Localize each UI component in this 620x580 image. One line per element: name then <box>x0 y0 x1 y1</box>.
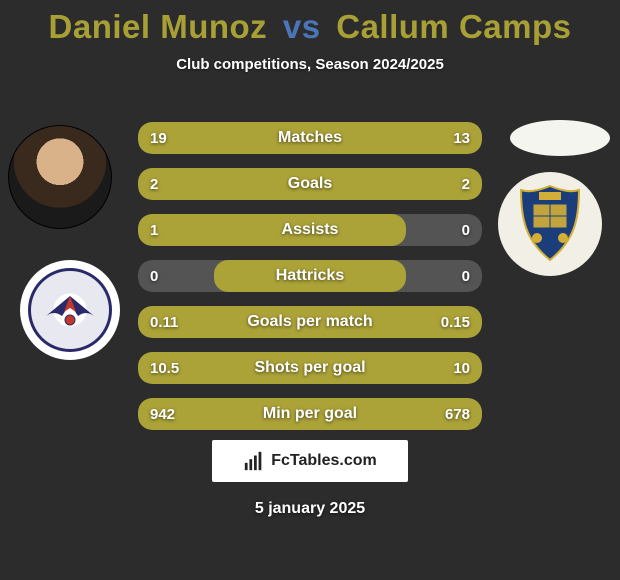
player2-club-badge <box>498 172 602 276</box>
player1-club-badge <box>20 260 120 360</box>
footer-date: 5 january 2025 <box>0 500 620 518</box>
stat-row: 942678Min per goal <box>138 398 482 430</box>
brand-badge: FcTables.com <box>212 440 408 482</box>
stat-row: 10.510Shots per goal <box>138 352 482 384</box>
stat-label: Shots per goal <box>138 352 482 384</box>
stat-label: Assists <box>138 214 482 246</box>
stat-row: 0.110.15Goals per match <box>138 306 482 338</box>
comparison-title: Daniel Munoz vs Callum Camps <box>0 0 620 46</box>
stat-label: Goals per match <box>138 306 482 338</box>
player1-club-badge-inner <box>28 268 112 352</box>
player2-avatar <box>510 120 610 156</box>
subtitle: Club competitions, Season 2024/2025 <box>0 56 620 73</box>
player1-avatar <box>8 125 112 229</box>
vs-separator: vs <box>283 8 321 45</box>
crest-icon <box>515 184 585 264</box>
stat-row: 1913Matches <box>138 122 482 154</box>
stat-label: Matches <box>138 122 482 154</box>
stat-label: Hattricks <box>138 260 482 292</box>
chart-icon <box>243 450 265 472</box>
player2-name: Callum Camps <box>336 8 571 45</box>
stat-row: 22Goals <box>138 168 482 200</box>
stat-bars: 1913Matches 22Goals 10Assists 00Hattricks 0.… <box>138 122 482 444</box>
stat-label: Min per goal <box>138 398 482 430</box>
stat-label: Goals <box>138 168 482 200</box>
eagle-icon <box>40 290 100 330</box>
player1-name: Daniel Munoz <box>49 8 268 45</box>
brand-text: FcTables.com <box>271 452 377 470</box>
stat-row: 10Assists <box>138 214 482 246</box>
stat-row: 00Hattricks <box>138 260 482 292</box>
